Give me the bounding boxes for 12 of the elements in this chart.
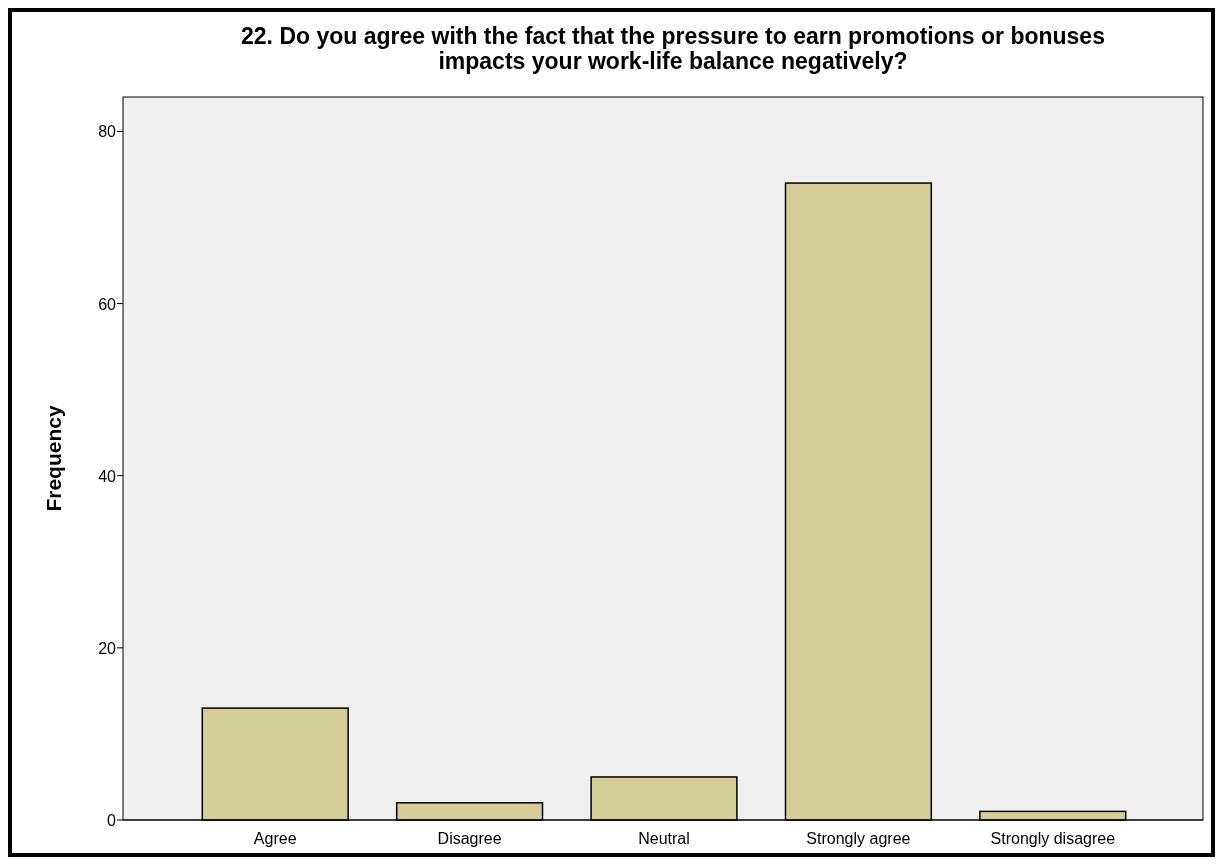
x-tick-label: Strongly agree	[806, 830, 911, 847]
y-tick-label: 20	[98, 639, 117, 657]
x-tick-label: Agree	[253, 830, 297, 847]
x-tick-label: Strongly disagree	[990, 830, 1116, 847]
y-tick-label: 60	[98, 295, 117, 313]
y-tick-label: 40	[98, 467, 117, 485]
x-tick-label: Neutral	[638, 830, 690, 847]
y-tick-label: 80	[98, 123, 117, 141]
chart-title: 22. Do you agree with the fact that the pressure to earn promotions or bonuses impacts your work-life balance negatively?	[241, 23, 1105, 74]
y-tick-label: 0	[107, 812, 117, 829]
y-axis-title: Frequency	[42, 405, 65, 512]
x-tick-label: Disagree	[437, 830, 502, 847]
